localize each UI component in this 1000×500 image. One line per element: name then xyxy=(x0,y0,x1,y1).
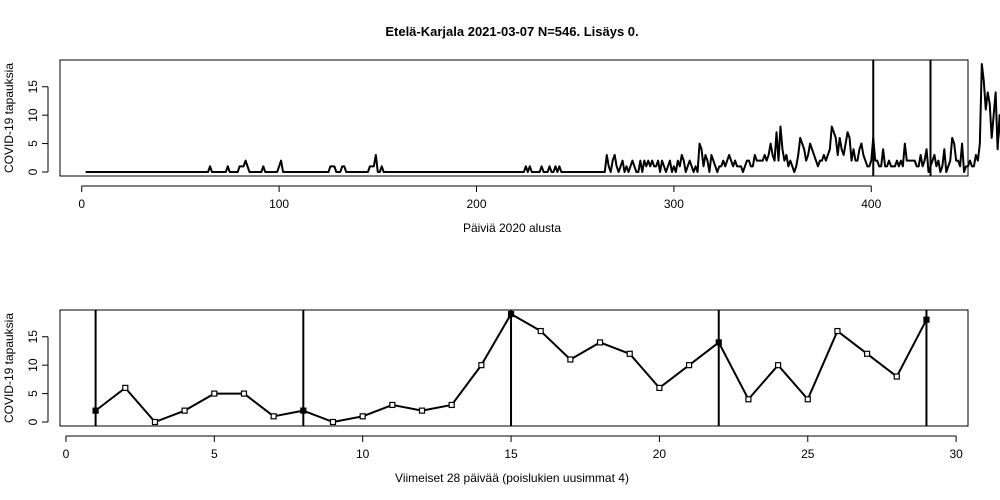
bottom-data-point xyxy=(715,339,722,346)
bottom-y-tick-label: 0 xyxy=(26,418,40,425)
bottom-data-point xyxy=(270,413,277,420)
bottom-data-point xyxy=(507,310,515,318)
bottom-panel: 0 5 10 15 20 25 30 0 5 10 15 xyxy=(26,309,969,461)
chart-title: Etelä-Karjala 2021-03-07 N=546. Lisäys 0… xyxy=(385,24,638,39)
bottom-plot-border xyxy=(59,309,969,427)
bottom-x-tick-label: 10 xyxy=(356,447,370,461)
bottom-data-point xyxy=(656,384,663,391)
bottom-data-point xyxy=(537,327,544,335)
bottom-data-point xyxy=(448,401,455,409)
bottom-data-point xyxy=(478,362,485,369)
bottom-x-axis-label: Viimeiset 28 päivää (poislukien uusimmat… xyxy=(395,471,629,485)
bottom-data-point xyxy=(300,407,307,414)
top-x-tick-label: 200 xyxy=(466,197,486,211)
bottom-data-point xyxy=(92,407,99,414)
bottom-data-point xyxy=(596,339,604,346)
bottom-data-point xyxy=(774,362,782,369)
top-x-tick-label: 300 xyxy=(664,197,684,211)
bottom-data-point xyxy=(329,418,337,426)
bottom-data-point xyxy=(181,407,188,414)
top-y-tick-label: 10 xyxy=(26,108,40,122)
bottom-y-tick-label: 15 xyxy=(26,330,40,344)
bottom-x-tick-label: 20 xyxy=(653,447,667,461)
bottom-x-tick-label: 0 xyxy=(63,447,70,461)
top-x-tick-label: 400 xyxy=(861,197,881,211)
bottom-y-tick-label: 10 xyxy=(26,358,40,372)
top-panel: 0 100 200 300 400 0 5 10 15 xyxy=(26,59,1000,211)
bottom-data-point xyxy=(864,350,871,357)
bottom-y-axis-label: COVID-19 tapauksia xyxy=(2,313,16,423)
bottom-x-tick-label: 15 xyxy=(504,447,518,461)
bottom-x-tick-label: 30 xyxy=(949,447,963,461)
top-x-axis-label: Päiviä 2020 alusta xyxy=(463,221,561,235)
bottom-data-point xyxy=(211,390,218,397)
bottom-data-point xyxy=(240,390,248,397)
bottom-data-point xyxy=(418,407,426,414)
bottom-data-point xyxy=(122,384,129,391)
bottom-data-point xyxy=(804,396,811,403)
bottom-x-tick-label: 5 xyxy=(211,447,218,461)
top-x-tick-label: 100 xyxy=(269,197,289,211)
bottom-data-point xyxy=(893,373,900,380)
bottom-data-point xyxy=(745,396,752,403)
bottom-data-point xyxy=(389,401,396,409)
top-series-line xyxy=(85,63,1000,173)
bottom-y-tick-label: 5 xyxy=(26,390,40,397)
bottom-data-point xyxy=(567,356,574,363)
top-y-tick-label: 15 xyxy=(26,80,40,94)
top-x-tick-label: 0 xyxy=(78,197,85,211)
top-y-axis-label: COVID-19 tapauksia xyxy=(2,63,16,173)
bottom-data-point xyxy=(151,418,159,426)
bottom-data-point xyxy=(359,413,366,420)
bottom-x-tick-label: 25 xyxy=(801,447,815,461)
bottom-data-point xyxy=(834,327,841,335)
bottom-data-point xyxy=(923,316,930,323)
bottom-data-point xyxy=(685,362,693,369)
bottom-data-point xyxy=(626,350,633,357)
top-y-tick-label: 5 xyxy=(26,140,40,147)
top-plot-border xyxy=(59,59,969,177)
top-y-tick-label: 0 xyxy=(26,168,40,175)
